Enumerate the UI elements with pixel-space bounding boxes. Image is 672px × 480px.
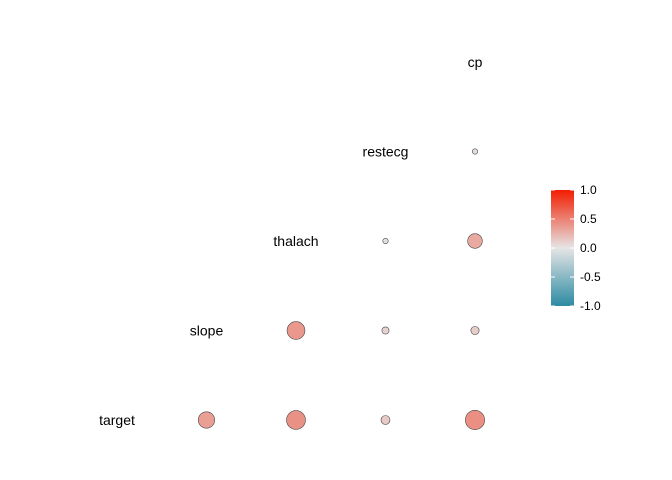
colorbar-gradient: [551, 190, 574, 306]
corr-circle-thalach-cp: [467, 233, 483, 249]
variable-labels: target slope thalach restecg cp: [99, 54, 483, 428]
corr-circle-slope-cp: [470, 326, 480, 335]
corr-circle-slope-thalach: [286, 321, 306, 340]
colorbar-tick-label: -0.5: [580, 270, 601, 284]
corr-circle-target-thalach: [286, 410, 306, 430]
corr-circle-target-slope: [197, 411, 216, 429]
colorbar-tick-label: -1.0: [580, 299, 601, 313]
colorbar-ticks: 1.0 0.5 0.0 -0.5 -1.0: [551, 183, 601, 313]
variable-label-target: target: [99, 412, 135, 428]
corr-circle-target-cp: [465, 410, 485, 430]
variable-label-restecg: restecg: [363, 144, 409, 160]
colorbar-tick-label: 0.0: [580, 241, 597, 255]
corr-circle-slope-restecg: [381, 326, 390, 335]
variable-label-slope: slope: [190, 323, 224, 339]
colorbar-tick-label: 0.5: [580, 212, 597, 226]
corr-circle-target-restecg: [380, 415, 391, 425]
variable-label-thalach: thalach: [273, 233, 318, 249]
corr-circle-restecg-cp: [471, 148, 479, 155]
variable-label-cp: cp: [468, 54, 483, 70]
colorbar-legend: 1.0 0.5 0.0 -0.5 -1.0: [551, 183, 601, 313]
corr-circle-thalach-restecg: [382, 237, 389, 245]
correlation-circles: [197, 148, 485, 430]
colorbar-tick-label: 1.0: [580, 183, 597, 197]
